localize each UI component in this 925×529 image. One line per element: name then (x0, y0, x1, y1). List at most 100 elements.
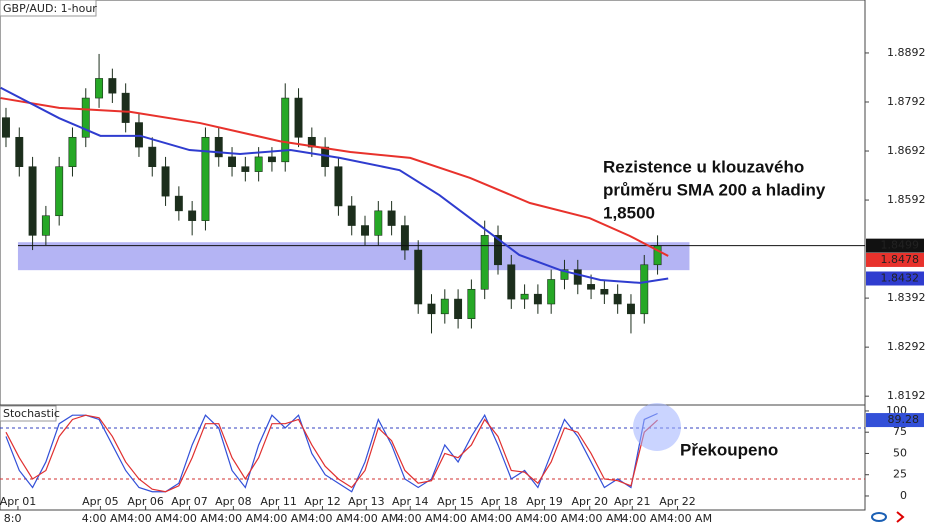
title-box (0, 0, 97, 17)
time-label: 4:00 AM (442, 512, 487, 525)
time-label: 4:00 AM (622, 512, 667, 525)
x-tick-label: Apr 19 (526, 495, 563, 508)
ma-line (0, 86, 669, 284)
candle-body (334, 166, 343, 207)
candle-body (520, 293, 529, 300)
y-tick-label: 0 (900, 489, 907, 502)
candle-body (55, 166, 64, 217)
candle-body (294, 97, 303, 138)
candle-body (467, 288, 476, 320)
stoch-line (5, 412, 658, 493)
candle-body (427, 303, 436, 315)
candle-body (108, 78, 117, 94)
chart-title: GBP/AUD: 1-hour (3, 2, 97, 15)
y-tick-label: 1.8892 (887, 46, 925, 59)
stoch-title-box (0, 405, 57, 422)
x-tick-label: Apr 06 (127, 495, 164, 508)
candle-body (454, 298, 463, 320)
time-label: 4:00 AM (82, 512, 127, 525)
annotation-line: Rezistence u klouzavého (603, 157, 804, 176)
x-tick-label: Apr 01 (0, 495, 36, 508)
y-tick-label: 25 (893, 468, 907, 481)
candle-body (613, 293, 622, 305)
candle-body (2, 117, 10, 138)
x-tick-label: Apr 07 (171, 495, 208, 508)
candle-body (281, 97, 290, 163)
candle-body (68, 136, 77, 168)
candle-body (547, 279, 556, 305)
time-label: 8:0 (4, 512, 22, 525)
candle-body (587, 284, 596, 290)
stoch-line (5, 414, 658, 493)
candle-body (440, 298, 449, 315)
candle-body (640, 264, 649, 315)
time-label: 4:00 AM (578, 512, 623, 525)
candle-body (347, 205, 356, 226)
candle-body (81, 97, 90, 138)
candle-body (600, 288, 609, 295)
x-tick-label: Apr 22 (659, 495, 696, 508)
candle-body (387, 210, 396, 226)
link-icon[interactable] (871, 512, 887, 522)
x-tick-label: Apr 14 (392, 495, 429, 508)
time-label: 4:00 AM (667, 512, 712, 525)
time-label: 4:00 AM (308, 512, 353, 525)
y-tick-label: 1.8692 (887, 144, 925, 157)
value-tag-label: 1.8432 (881, 271, 920, 284)
time-label: 4:00 AM (353, 512, 398, 525)
y-tick-label: 1.8792 (887, 95, 925, 108)
candle-body (228, 156, 236, 168)
value-tag-label: 1.8499 (881, 239, 920, 252)
value-tag (866, 252, 924, 267)
y-tick-label: 75 (893, 425, 907, 438)
time-label: 4:00 AM (487, 512, 532, 525)
x-tick-label: Apr 20 (571, 495, 608, 508)
stoch-annotation: Překoupeno (680, 440, 778, 459)
x-tick-label: Apr 15 (437, 495, 474, 508)
candle-body (361, 225, 369, 236)
candle-body (201, 136, 210, 221)
y-tick-label: 1.8392 (887, 291, 925, 304)
x-tick-label: Apr 08 (215, 495, 252, 508)
candle-body (507, 264, 516, 300)
y-tick-label: 1.8592 (887, 193, 925, 206)
candle-body (161, 166, 170, 197)
candle-body (41, 215, 50, 236)
arrow-icon[interactable] (896, 511, 905, 523)
candle-body (560, 269, 569, 280)
highlight-circle (633, 403, 681, 451)
candle-body (28, 166, 37, 236)
value-tag-label: 1.8478 (881, 253, 920, 266)
candle-body (414, 249, 423, 305)
candle-body (214, 136, 223, 158)
x-tick-label: Apr 11 (260, 495, 297, 508)
x-tick-label: Apr 05 (82, 495, 119, 508)
candle-body (267, 156, 276, 163)
y-tick-label: 1.8292 (887, 340, 925, 353)
candle-body (254, 156, 263, 172)
candle-body (573, 269, 582, 285)
annotation-line: 1,8500 (603, 203, 655, 222)
ma-line (0, 97, 669, 257)
x-tick-label: Apr 21 (614, 495, 651, 508)
x-tick-label: Apr 18 (481, 495, 518, 508)
candle-body (188, 210, 197, 221)
value-tag (866, 238, 924, 253)
candle-body (480, 235, 489, 290)
time-label: 4:00 AM (217, 512, 262, 525)
stoch-title: Stochastic (3, 407, 60, 420)
time-label: 4:00 AM (397, 512, 442, 525)
time-label: 4:00 AM (533, 512, 578, 525)
candle-body (15, 136, 24, 168)
x-tick-label: Apr 13 (348, 495, 385, 508)
candle-body (374, 210, 383, 236)
candle-body (400, 225, 409, 251)
toolbar-icons[interactable] (871, 511, 905, 523)
time-label: 4:00 AM (127, 512, 172, 525)
candle-body (494, 235, 502, 266)
candle-body (174, 195, 183, 212)
y-tick-label: 50 (893, 446, 907, 459)
time-label: 4:00 AM (263, 512, 308, 525)
